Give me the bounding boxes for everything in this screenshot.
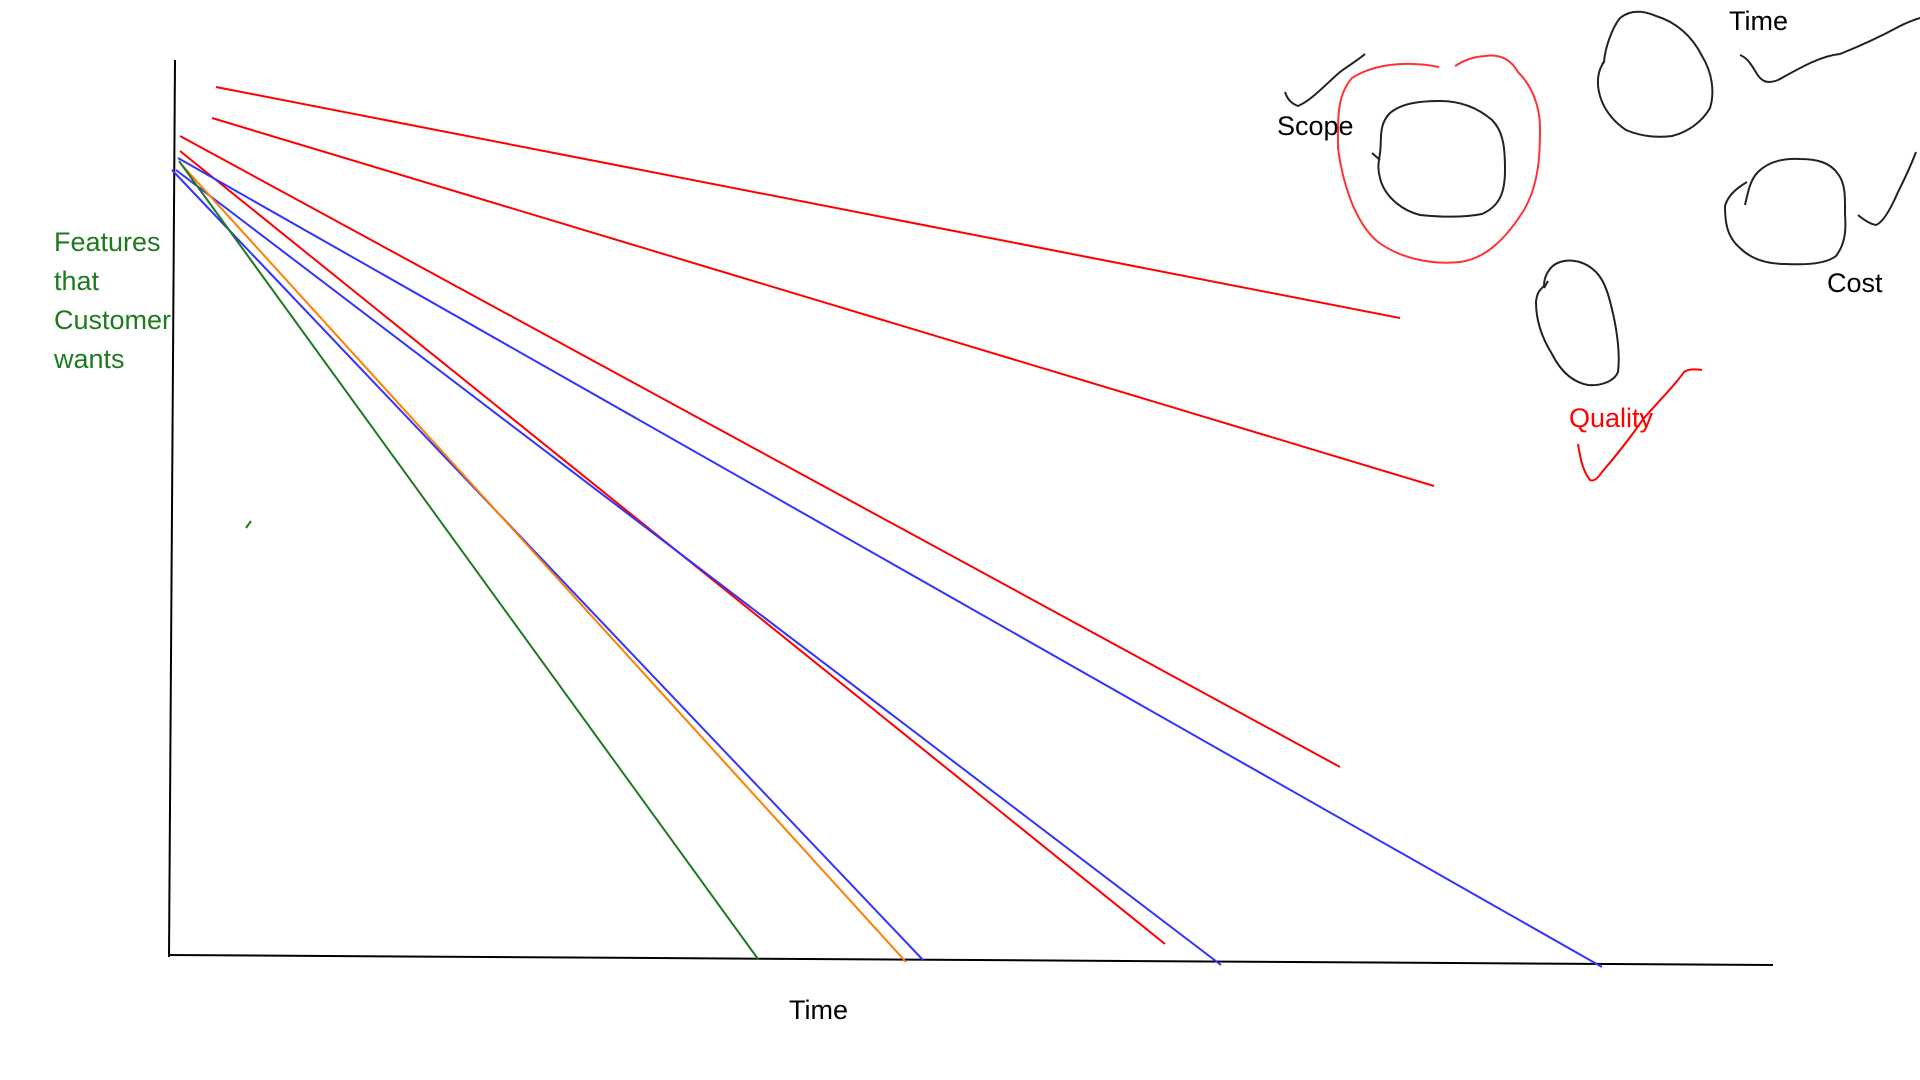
green-tick-mark <box>245 520 252 529</box>
y-axis-label-line-1: Features <box>54 227 161 257</box>
cost-circle <box>1723 157 1847 266</box>
red-line-2 <box>211 117 1435 487</box>
y-axis-label-line-3: Customer <box>54 305 172 335</box>
orange-line <box>180 163 907 963</box>
blue-line-3 <box>171 169 924 961</box>
red-line-3 <box>179 135 1341 768</box>
red-line-1 <box>215 86 1401 319</box>
scope-tail-mark <box>1284 53 1366 108</box>
cost-label: Cost <box>1827 268 1883 298</box>
green-line <box>178 160 759 960</box>
time-tail-mark <box>1739 17 1920 83</box>
x-axis <box>168 954 1774 966</box>
quality-label: Quality <box>1569 403 1654 433</box>
y-axis-label-line-4: wants <box>54 344 125 374</box>
y-axis-label-line-2: that <box>54 266 100 296</box>
x-axis-label: Time <box>789 995 848 1025</box>
quality-circle <box>1534 259 1620 387</box>
scope-label: Scope <box>1277 111 1354 141</box>
time-label: Time <box>1729 6 1788 36</box>
y-axis-label: Features that Customer wants <box>54 223 171 379</box>
cost-tail-mark <box>1857 151 1917 227</box>
blue-line-2 <box>175 169 1222 966</box>
scope-highlight-circle <box>1336 54 1542 264</box>
quality-check-mark <box>1577 368 1703 482</box>
blue-line-1 <box>177 157 1603 968</box>
time-circle <box>1596 10 1714 138</box>
scope-circle <box>1371 99 1507 218</box>
y-axis <box>168 59 176 958</box>
